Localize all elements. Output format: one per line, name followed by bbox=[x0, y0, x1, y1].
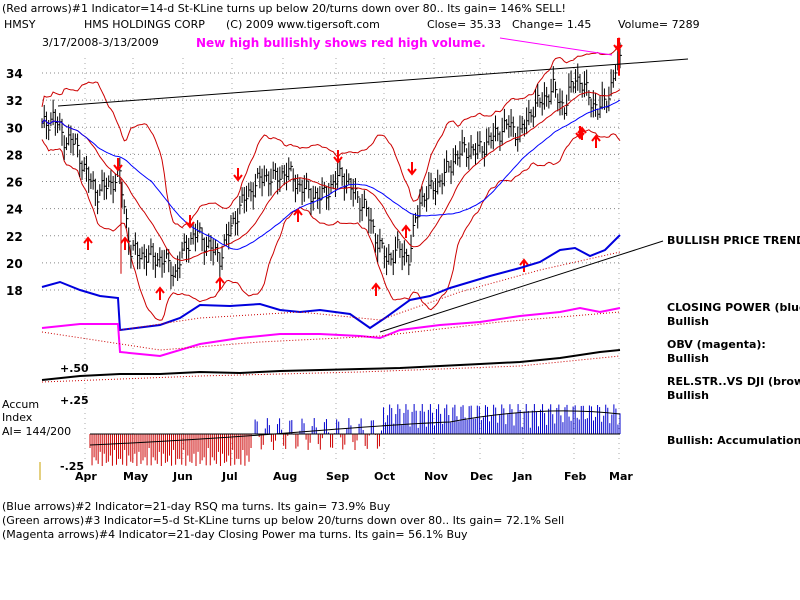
label-obv: OBV (magenta): bbox=[667, 338, 766, 351]
label-closing-power-value: Bullish bbox=[667, 315, 709, 328]
y-tick-label: 26 bbox=[6, 176, 23, 190]
bullish-trend-line bbox=[379, 240, 664, 333]
x-tick-label: Jun bbox=[172, 470, 193, 483]
moving-averages bbox=[41, 89, 621, 262]
y-tick-label: 24 bbox=[6, 203, 23, 217]
accum-level-top: +.50 bbox=[60, 362, 89, 375]
accum-ma bbox=[89, 410, 621, 446]
buy-arrow-head bbox=[591, 134, 601, 142]
x-tick-label: Dec bbox=[470, 470, 493, 483]
ma-21-line bbox=[41, 89, 621, 262]
header-company: HMS HOLDINGS CORP bbox=[84, 18, 205, 31]
y-tick-label: 20 bbox=[6, 257, 23, 271]
y-tick-label: 22 bbox=[6, 230, 23, 244]
rel-ma bbox=[41, 355, 621, 383]
ma-50-line bbox=[41, 99, 621, 250]
x-tick-label: Oct bbox=[374, 470, 395, 483]
bollinger-bands bbox=[41, 38, 621, 321]
buy-arrow-head bbox=[215, 276, 225, 284]
header-volume: Volume= 7289 bbox=[618, 18, 700, 31]
obv-line bbox=[41, 306, 621, 358]
buy-arrow-head bbox=[120, 236, 130, 244]
x-tick-label: Sep bbox=[326, 470, 349, 483]
label-closing-power: CLOSING POWER (blue) bbox=[667, 301, 800, 314]
x-tick-label: Feb bbox=[564, 470, 587, 483]
x-tick-label: Jul bbox=[221, 470, 238, 483]
sell-arrow-head bbox=[333, 156, 343, 164]
x-axis-months: Apr May Jun Jul Aug Sep Oct Nov Dec Jan Feb Mar bbox=[75, 470, 633, 483]
accum-level-bot: -.25 bbox=[60, 460, 84, 473]
relative-strength bbox=[41, 349, 621, 381]
lower-band bbox=[41, 129, 621, 321]
x-tick-label: Jan bbox=[512, 470, 532, 483]
header-change: Change= 1.45 bbox=[512, 18, 591, 31]
sell-arrow-head bbox=[113, 164, 123, 172]
y-tick-label: 30 bbox=[6, 121, 23, 135]
annotation-text: New high bullishly shows red high volume… bbox=[196, 36, 486, 50]
x-tick-label: Aug bbox=[273, 470, 297, 483]
header-symbol: HMSY bbox=[4, 18, 36, 31]
closing-power bbox=[41, 234, 621, 332]
trend-lines bbox=[57, 37, 689, 333]
buy-arrow-head bbox=[155, 286, 165, 294]
relative-strength-line bbox=[41, 349, 621, 383]
resistance-line bbox=[57, 58, 689, 107]
sell-arrow-head bbox=[233, 174, 243, 182]
label-rel-strength: REL.STR..VS DJI (brown) bbox=[667, 375, 800, 388]
buy-arrow-head bbox=[293, 208, 303, 216]
closing-power-ma bbox=[119, 251, 621, 331]
signal-arrows bbox=[83, 38, 623, 300]
footer-line-2: (Green arrows)#3 Indicator=5-d St-KLine … bbox=[2, 514, 564, 527]
accum-title-2: Index bbox=[2, 411, 33, 424]
accum-title-1: Accum bbox=[2, 398, 39, 411]
y-tick-label: 34 bbox=[6, 67, 23, 81]
buy-arrow-head bbox=[519, 258, 529, 266]
x-tick-label: Mar bbox=[609, 470, 633, 483]
footer-line-1: (Blue arrows)#2 Indicator=21-day RSQ ma … bbox=[2, 500, 391, 513]
label-accum-status: Bullish: Accumulation Rising bbox=[667, 434, 800, 447]
buy-arrow-head bbox=[401, 224, 411, 232]
accumulation-histogram bbox=[89, 404, 621, 466]
x-tick-label: Apr bbox=[75, 470, 97, 483]
obv-ma bbox=[41, 311, 621, 351]
label-obv-value: Bullish bbox=[667, 352, 709, 365]
y-tick-label: 18 bbox=[6, 284, 23, 298]
label-bullish-trend: BULLISH PRICE TREND bbox=[667, 234, 800, 247]
price-bars bbox=[41, 37, 622, 290]
y-tick-label: 32 bbox=[6, 94, 23, 108]
header-daterange: 3/17/2008-3/13/2009 bbox=[42, 36, 159, 49]
x-tick-label: May bbox=[123, 470, 148, 483]
buy-arrow-head bbox=[371, 282, 381, 290]
accum-value: AI= 144/200 bbox=[2, 425, 71, 438]
obv bbox=[41, 306, 621, 358]
y-tick-label: 28 bbox=[6, 148, 23, 162]
label-rel-strength-value: Bullish bbox=[667, 389, 709, 402]
upper-band bbox=[41, 38, 621, 229]
header-indicator-line: (Red arrows)#1 Indicator=14-d St-KLine t… bbox=[2, 2, 566, 15]
sell-arrow-head bbox=[185, 221, 195, 229]
sell-arrow-head bbox=[575, 132, 585, 140]
accum-level-mid: +.25 bbox=[60, 394, 89, 407]
header-copyright: (C) 2009 www.tigersoft.com bbox=[226, 18, 380, 31]
footer-line-3: (Magenta arrows)#4 Indicator=21-day Clos… bbox=[2, 528, 468, 541]
y-axis-ticks: 18 20 22 24 26 28 30 32 34 bbox=[6, 67, 23, 298]
annotation-line bbox=[499, 37, 613, 56]
sell-arrow-head bbox=[407, 168, 417, 176]
buy-arrow-head bbox=[83, 236, 93, 244]
x-tick-label: Nov bbox=[424, 470, 449, 483]
sell-arrow-head bbox=[613, 44, 623, 52]
closing-power-line bbox=[41, 234, 621, 332]
header-close: Close= 35.33 bbox=[427, 18, 501, 31]
